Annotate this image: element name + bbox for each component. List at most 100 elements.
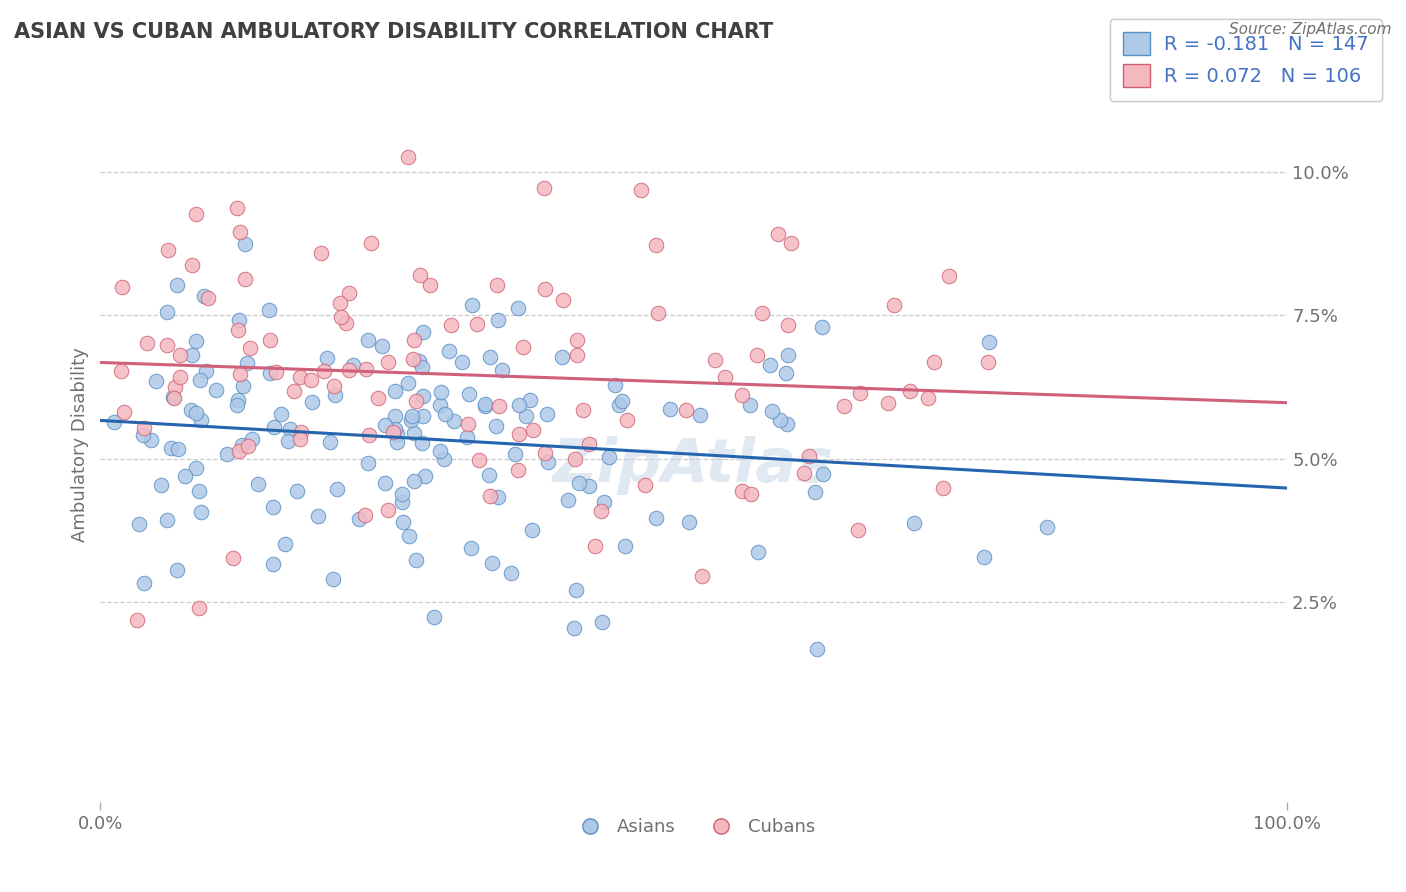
Point — [714, 369, 737, 384]
Point — [132, 428, 155, 442]
Point — [186, 207, 208, 221]
Point — [562, 621, 585, 635]
Point — [832, 399, 855, 413]
Point — [312, 363, 335, 377]
Point — [506, 301, 529, 315]
Point — [165, 380, 187, 394]
Point — [402, 474, 425, 488]
Point — [322, 573, 344, 587]
Point — [740, 487, 762, 501]
Point — [188, 483, 211, 498]
Text: ZipAtlas: ZipAtlas — [553, 436, 834, 495]
Point — [246, 476, 269, 491]
Point — [780, 236, 803, 251]
Point — [262, 500, 284, 514]
Point — [360, 236, 382, 251]
Point — [474, 399, 496, 413]
Point — [450, 354, 472, 368]
Point — [242, 432, 264, 446]
Point — [634, 478, 657, 492]
Point — [145, 374, 167, 388]
Point — [591, 615, 613, 629]
Point — [371, 339, 394, 353]
Point — [326, 482, 349, 496]
Point — [337, 363, 360, 377]
Point — [690, 569, 713, 583]
Point — [156, 513, 179, 527]
Point — [357, 334, 380, 348]
Point — [357, 456, 380, 470]
Point — [411, 436, 433, 450]
Point — [413, 469, 436, 483]
Point — [229, 225, 252, 239]
Point — [288, 370, 311, 384]
Point — [405, 394, 427, 409]
Point — [401, 409, 423, 423]
Point — [479, 489, 502, 503]
Point — [776, 417, 799, 432]
Point — [973, 550, 995, 565]
Point — [536, 408, 558, 422]
Point — [703, 352, 725, 367]
Point — [404, 333, 426, 347]
Point — [226, 398, 249, 412]
Point — [103, 415, 125, 429]
Point — [605, 378, 627, 392]
Point — [186, 334, 208, 348]
Point — [125, 614, 148, 628]
Point — [169, 348, 191, 362]
Point — [160, 441, 183, 455]
Point — [486, 312, 509, 326]
Point — [481, 556, 503, 570]
Point — [353, 508, 375, 522]
Point — [232, 379, 254, 393]
Point — [1036, 520, 1059, 534]
Point — [339, 286, 361, 301]
Point — [132, 576, 155, 591]
Point — [572, 402, 595, 417]
Point — [766, 227, 789, 242]
Point — [322, 378, 344, 392]
Point — [903, 516, 925, 530]
Point — [565, 348, 588, 362]
Point — [329, 310, 352, 324]
Point — [259, 333, 281, 347]
Point — [745, 348, 768, 362]
Point — [883, 298, 905, 312]
Point — [387, 434, 409, 449]
Point — [259, 366, 281, 380]
Point — [433, 408, 456, 422]
Point — [401, 352, 423, 367]
Point — [235, 356, 257, 370]
Point — [474, 397, 496, 411]
Point — [307, 509, 329, 524]
Point — [457, 417, 479, 432]
Point — [932, 481, 955, 495]
Point — [335, 316, 357, 330]
Point — [659, 401, 682, 416]
Point — [678, 516, 700, 530]
Point — [377, 503, 399, 517]
Point — [162, 390, 184, 404]
Point — [236, 439, 259, 453]
Point — [367, 391, 389, 405]
Point — [285, 483, 308, 498]
Point — [647, 306, 669, 320]
Point — [270, 407, 292, 421]
Point — [519, 393, 541, 408]
Point — [374, 475, 396, 490]
Point — [184, 460, 207, 475]
Point — [277, 434, 299, 448]
Point — [264, 366, 287, 380]
Point — [534, 282, 557, 296]
Point — [533, 181, 555, 195]
Point — [731, 388, 754, 402]
Point — [188, 373, 211, 387]
Point — [233, 271, 256, 285]
Point — [128, 517, 150, 532]
Point — [465, 317, 488, 331]
Point — [486, 278, 509, 293]
Point — [515, 409, 537, 424]
Point — [391, 487, 413, 501]
Point — [460, 541, 482, 555]
